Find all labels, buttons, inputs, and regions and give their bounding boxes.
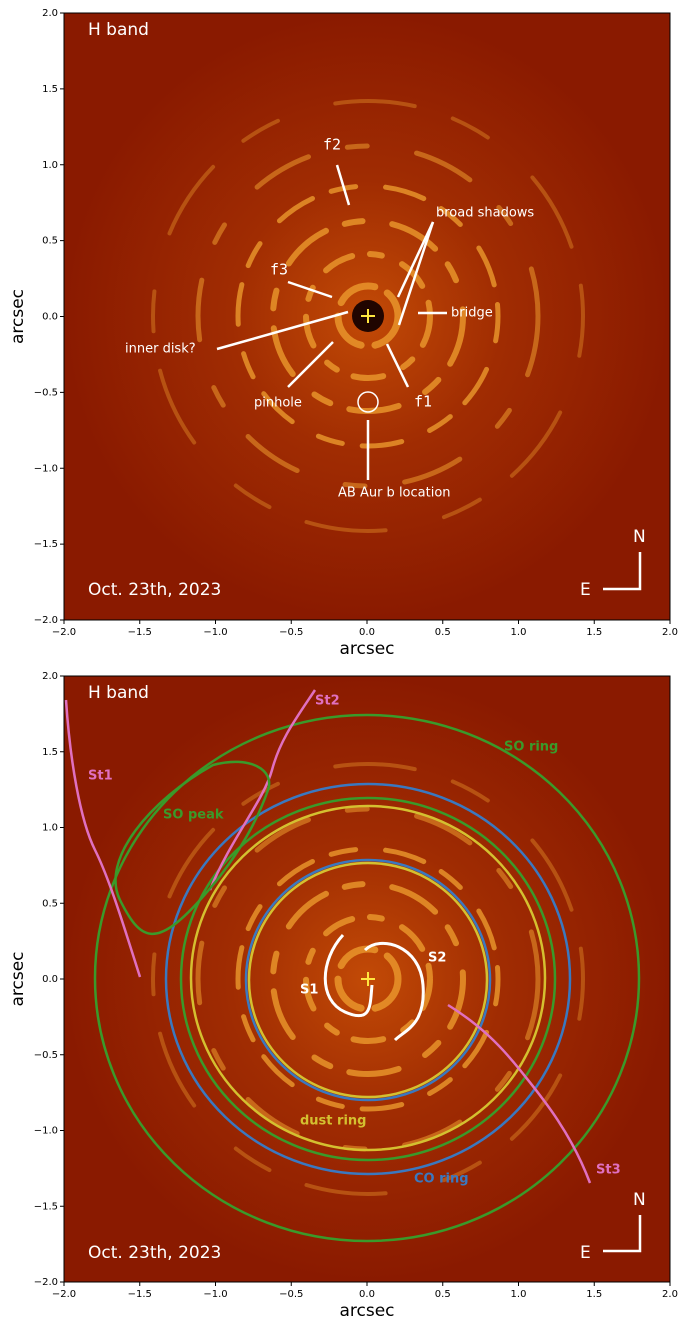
- y-tick-label: 2.0: [42, 671, 58, 682]
- y-tick-label: −2.0: [34, 1277, 58, 1288]
- annotation: Oct. 23th, 2023: [88, 580, 221, 600]
- y-axis-label: arcsec: [8, 289, 28, 344]
- y-tick-label: −1.0: [34, 1126, 58, 1137]
- annotation: H band: [88, 683, 149, 703]
- annotation: St3: [596, 1163, 621, 1178]
- y-tick-label: 1.0: [42, 160, 58, 171]
- x-tick-label: −0.5: [279, 1289, 303, 1300]
- annotation: broad shadows: [436, 206, 534, 221]
- y-tick-label: −1.5: [34, 1201, 58, 1212]
- annotation: E: [580, 1243, 591, 1263]
- y-tick-label: 1.5: [42, 747, 58, 758]
- y-tick-label: −1.5: [34, 539, 58, 550]
- x-tick-label: 0.5: [435, 1289, 451, 1300]
- y-tick-label: 0.5: [42, 236, 58, 247]
- annotation: CO ring: [414, 1172, 469, 1187]
- y-tick-label: 1.5: [42, 84, 58, 95]
- y-tick-label: 1.0: [42, 823, 58, 834]
- annotation: Oct. 23th, 2023: [88, 1243, 221, 1263]
- annotation: S2: [428, 951, 446, 966]
- y-tick-label: −0.5: [34, 1050, 58, 1061]
- x-tick-label: 1.0: [511, 1289, 527, 1300]
- annotation: inner disk?: [125, 342, 196, 357]
- x-tick-label: −1.5: [128, 627, 152, 638]
- annotation: SO peak: [163, 808, 224, 823]
- y-tick-label: 0.0: [42, 312, 58, 323]
- x-tick-label: −2.0: [52, 1289, 76, 1300]
- x-tick-label: 0.0: [359, 1289, 375, 1300]
- x-tick-label: −1.5: [128, 1289, 152, 1300]
- x-tick-label: −2.0: [52, 627, 76, 638]
- annotation: AB Aur b location: [338, 486, 451, 501]
- y-tick-label: −1.0: [34, 463, 58, 474]
- annotation: f3: [270, 261, 288, 279]
- annotation: f1: [414, 393, 432, 411]
- annotation: St1: [88, 769, 113, 784]
- annotation: pinhole: [254, 396, 302, 411]
- annotation: N: [633, 527, 646, 547]
- annotation: E: [580, 580, 591, 600]
- x-axis-label: arcsec: [339, 639, 394, 659]
- y-tick-label: 0.5: [42, 898, 58, 909]
- image-panel-2: [64, 676, 670, 1282]
- y-tick-label: 2.0: [42, 8, 58, 19]
- y-tick-label: 0.0: [42, 974, 58, 985]
- y-tick-label: −2.0: [34, 615, 58, 626]
- x-tick-label: 1.5: [586, 1289, 602, 1300]
- y-tick-label: −0.5: [34, 387, 58, 398]
- annotation: N: [633, 1190, 646, 1210]
- annotation: St2: [315, 694, 340, 709]
- x-tick-label: −1.0: [203, 627, 227, 638]
- y-axis-label: arcsec: [8, 951, 28, 1006]
- x-tick-label: −0.5: [279, 627, 303, 638]
- image-panel-1: [64, 13, 670, 620]
- x-tick-label: 2.0: [662, 627, 678, 638]
- x-tick-label: −1.0: [203, 1289, 227, 1300]
- x-axis-label: arcsec: [339, 1301, 394, 1317]
- x-tick-label: 0.5: [435, 627, 451, 638]
- x-tick-label: 2.0: [662, 1289, 678, 1300]
- x-tick-label: 1.0: [511, 627, 527, 638]
- annotation: f2: [323, 136, 341, 154]
- annotation: H band: [88, 20, 149, 40]
- x-tick-label: 1.5: [586, 627, 602, 638]
- annotation: SO ring: [504, 740, 558, 755]
- annotation: dust ring: [300, 1114, 366, 1129]
- annotation: bridge: [451, 306, 493, 321]
- x-tick-label: 0.0: [359, 627, 375, 638]
- figure: −2.0 −1.5 −1.0 −0.5 0.0 0.5 1.0 1.5 2.0 −2.0 −1.5 −…: [0, 0, 686, 1317]
- annotation: S1: [300, 983, 318, 998]
